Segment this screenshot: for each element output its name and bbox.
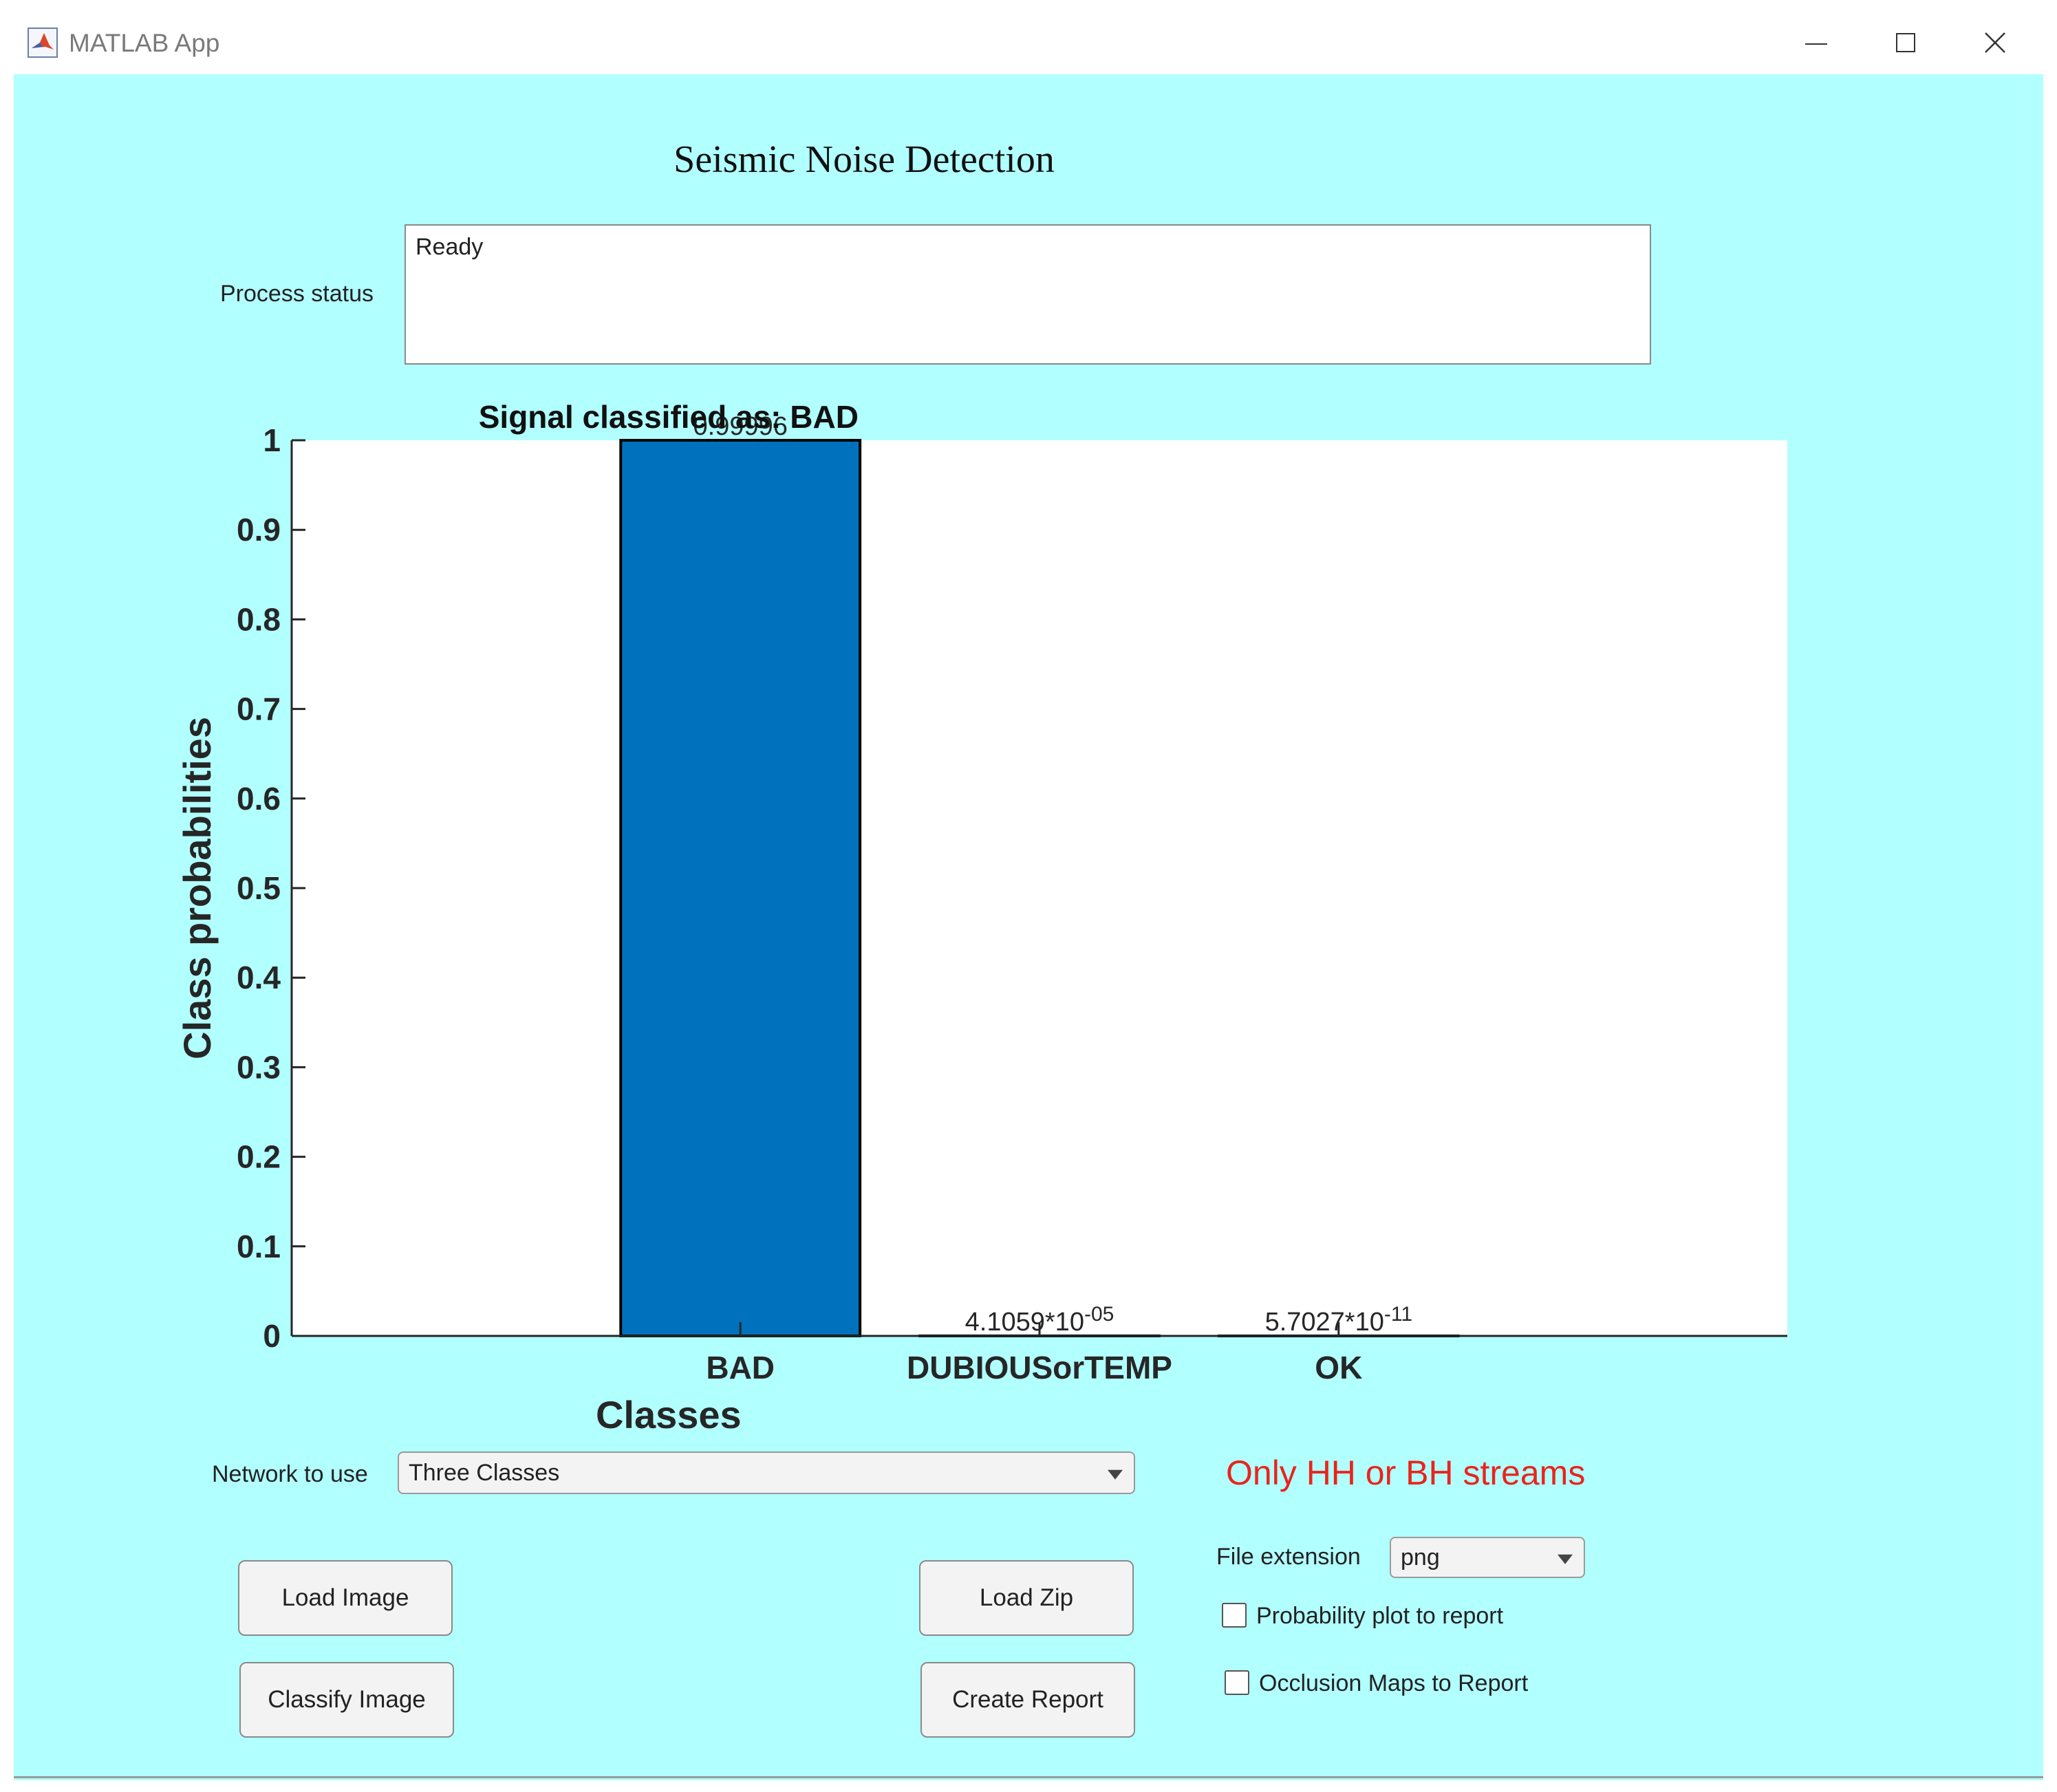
class-probability-chart: 0 0.1 0.2 0.3 0.4 0.5 0.6 0.7 0.8 0.9 1 BAD DUBIOUSo… [175,399,1787,1436]
y-tick-label: 1 [263,422,281,458]
y-tick-label: 0.9 [237,512,281,548]
file-extension-label: File extension [1216,1544,1361,1570]
data-label: 5.7027*10-11 [1265,1303,1412,1337]
y-tick-label: 0.5 [237,870,281,906]
maximize-icon[interactable] [1885,21,1926,62]
load-zip-button[interactable]: Load Zip [919,1560,1134,1636]
process-status-value: Ready [416,234,484,260]
file-extension-dropdown[interactable]: png [1390,1537,1585,1578]
process-status-textarea[interactable]: Ready [405,224,1651,365]
y-tick-label: 0.2 [237,1139,281,1175]
window-bottom-border [14,1776,2043,1778]
x-tick-label: BAD [706,1350,775,1385]
classify-image-button[interactable]: Classify Image [239,1662,454,1738]
bar-bad [619,439,862,1337]
occlusion-maps-checkbox-label[interactable]: Occlusion Maps to Report [1259,1670,1529,1696]
data-label: 0.99996 [693,412,788,441]
process-status-label: Process status [220,281,374,307]
chart-title: Signal classified as: BAD [479,399,859,435]
data-label: 4.1059*10-05 [965,1303,1114,1337]
window-titlebar [0,0,2057,74]
matlab-app-icon [28,28,58,58]
chevron-down-icon [1108,1469,1123,1480]
network-label: Network to use [212,1461,368,1487]
probability-plot-checkbox[interactable] [1222,1603,1247,1628]
y-tick-label: 0.1 [237,1229,281,1264]
stream-warning: Only HH or BH streams [1226,1454,1586,1492]
file-extension-value: png [1401,1544,1440,1570]
x-axis-label: Classes [596,1393,742,1436]
create-report-button[interactable]: Create Report [920,1662,1135,1738]
chevron-down-icon [1558,1554,1573,1564]
x-tick-label: DUBIOUSorTEMP [907,1350,1172,1385]
y-tick-label: 0.4 [237,960,281,995]
y-axis-label: Class probabilities [175,717,219,1059]
minimize-icon[interactable] [1796,21,1837,62]
network-dropdown[interactable]: Three Classes [398,1451,1135,1494]
y-tick-label: 0.3 [237,1049,281,1085]
load-image-button[interactable]: Load Image [238,1560,453,1636]
close-icon[interactable] [1974,21,2016,62]
plot-area [292,440,1787,1336]
x-tick-label: OK [1315,1350,1362,1385]
probability-plot-checkbox-label[interactable]: Probability plot to report [1256,1603,1504,1629]
app-title: Seismic Noise Detection [674,138,1055,181]
network-dropdown-value: Three Classes [409,1459,560,1486]
y-tick-label: 0.6 [237,781,281,817]
y-tick-label: 0.7 [237,691,281,727]
window-title: MATLAB App [69,29,220,57]
occlusion-maps-checkbox[interactable] [1225,1670,1249,1695]
y-tick-label: 0.8 [237,601,281,637]
y-tick-label: 0 [263,1318,281,1354]
